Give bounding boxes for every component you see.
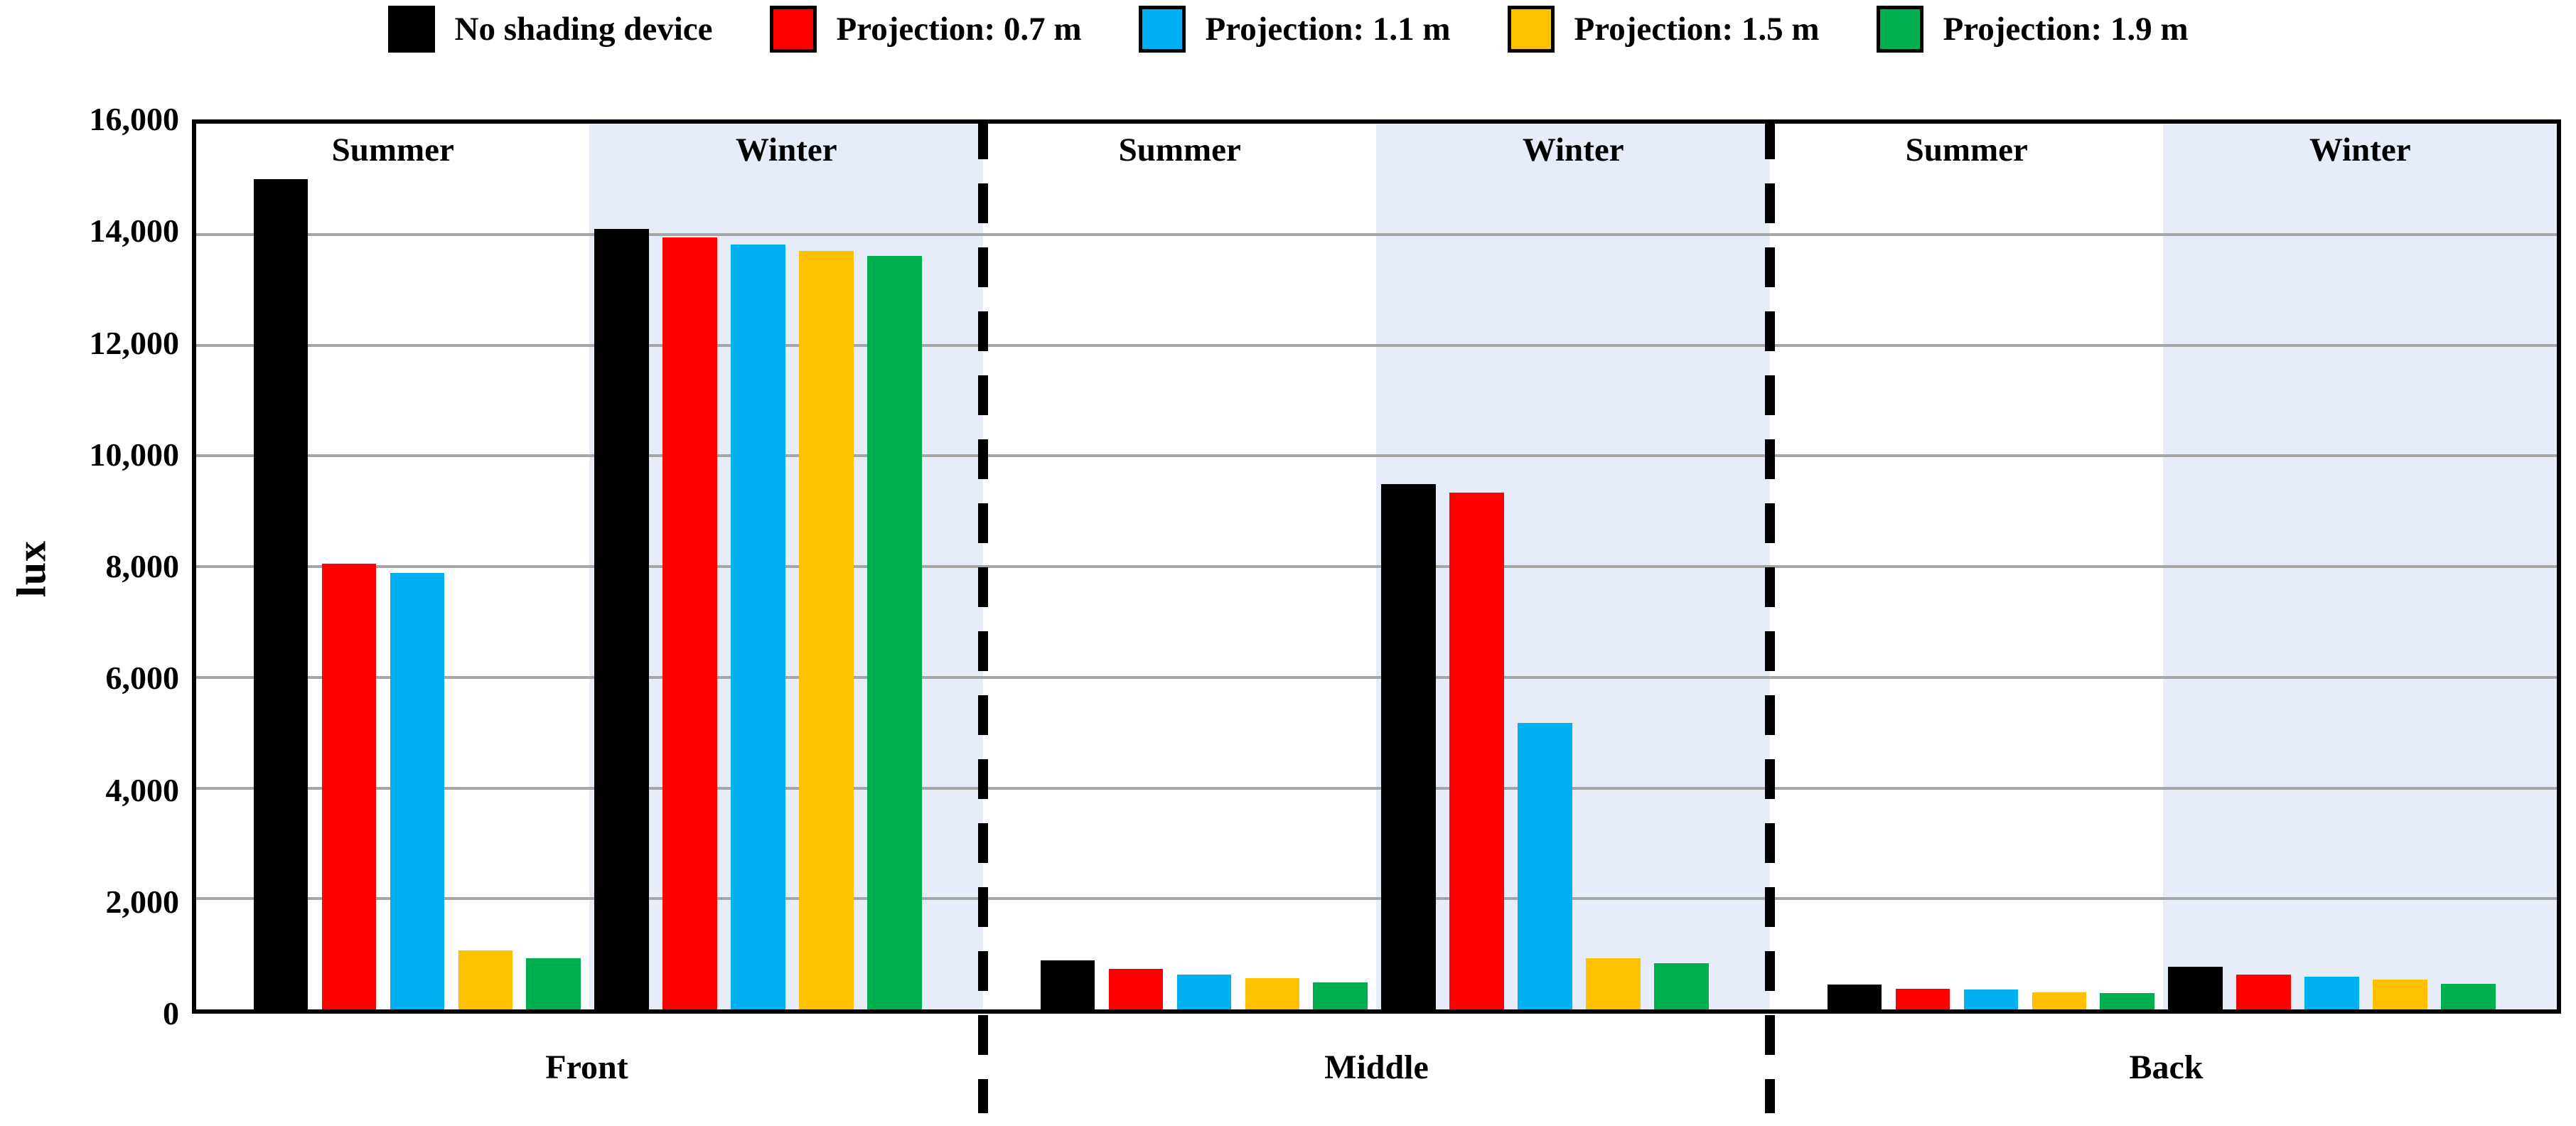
chart-legend: No shading device Projection: 0.7 m Projec… [0, 6, 2576, 53]
legend-item: Projection: 1.1 m [1138, 6, 1451, 53]
y-tick-label: 10,000 [89, 436, 180, 473]
legend-label: Projection: 0.7 m [836, 10, 1082, 48]
legend-label: Projection: 1.9 m [1943, 10, 2189, 48]
season-label: Winter [1522, 132, 1624, 168]
bar-front-summer-series5 [526, 958, 581, 1009]
legend-item: No shading device [387, 6, 713, 53]
bar-middle-winter-series2 [1449, 493, 1505, 1009]
bar-front-summer-series1 [253, 178, 308, 1009]
legend-item: Projection: 0.7 m [769, 6, 1082, 53]
category-label-back: Back [2129, 1049, 2204, 1086]
bar-back-winter-series5 [2441, 984, 2496, 1009]
bar-back-summer-series4 [2032, 992, 2087, 1009]
legend-item: Projection: 1.9 m [1876, 6, 2189, 53]
plot-area: Summer Winter Summer Winter Summer Winter [192, 119, 2561, 1113]
bar-back-winter-series1 [2168, 967, 2223, 1009]
y-tick-label: 6,000 [105, 660, 180, 697]
season-label: Summer [331, 132, 454, 168]
season-label: Summer [1118, 132, 1241, 168]
section-divider-dashed-line [977, 119, 988, 1113]
bar-front-winter-series3 [731, 244, 785, 1009]
legend-label: No shading device [454, 10, 713, 48]
y-tick-label: 12,000 [89, 324, 180, 361]
bar-middle-summer-series2 [1108, 969, 1164, 1009]
y-tick-label: 8,000 [105, 548, 180, 584]
bar-middle-summer-series3 [1176, 974, 1232, 1009]
season-label: Winter [2309, 132, 2411, 168]
bar-middle-winter-series3 [1518, 722, 1572, 1009]
bar-middle-winter-series5 [1654, 963, 1709, 1009]
gridline [196, 232, 2557, 236]
bar-front-winter-series4 [799, 251, 854, 1009]
legend-swatch-icon [387, 6, 435, 53]
gridline [196, 897, 2557, 901]
legend-item: Projection: 1.5 m [1507, 6, 1820, 53]
legend-label: Projection: 1.1 m [1205, 10, 1451, 48]
x-axis-category-labels: Front Middle Back [192, 1051, 2561, 1085]
bar-middle-summer-series1 [1040, 960, 1095, 1009]
gridline [196, 786, 2557, 790]
bar-front-winter-series2 [662, 237, 718, 1009]
y-tick-label: 16,000 [89, 101, 180, 137]
bar-back-summer-series2 [1895, 989, 1950, 1009]
y-tick-label: 14,000 [89, 213, 180, 250]
gridline [196, 675, 2557, 679]
season-label: Summer [1905, 132, 2028, 168]
bar-back-summer-series5 [2100, 993, 2155, 1009]
gridline [196, 565, 2557, 568]
legend-swatch-icon [769, 6, 817, 53]
bar-middle-summer-series5 [1313, 982, 1368, 1009]
bar-back-summer-series3 [1963, 990, 2019, 1009]
y-tick-label: 2,000 [105, 883, 180, 920]
bar-back-winter-series4 [2373, 979, 2427, 1009]
legend-swatch-icon [1876, 6, 1923, 53]
gridline [196, 454, 2557, 458]
bar-middle-winter-series4 [1586, 958, 1641, 1009]
legend-swatch-icon [1507, 6, 1555, 53]
bar-middle-winter-series1 [1381, 483, 1437, 1009]
bar-back-winter-series2 [2236, 974, 2292, 1009]
legend-swatch-icon [1138, 6, 1186, 53]
bar-front-winter-series5 [867, 256, 922, 1009]
y-tick-label: 0 [163, 995, 179, 1031]
bar-middle-summer-series4 [1245, 977, 1300, 1009]
category-label-middle: Middle [1324, 1049, 1429, 1086]
y-tick-label: 4,000 [105, 771, 180, 808]
bar-front-summer-series4 [458, 950, 513, 1009]
season-label: Winter [735, 132, 837, 168]
category-label-front: Front [545, 1049, 628, 1086]
bar-back-summer-series1 [1827, 984, 1882, 1009]
section-divider-dashed-line [1764, 119, 1775, 1113]
bar-front-summer-series2 [321, 564, 377, 1009]
bar-back-winter-series3 [2304, 977, 2359, 1009]
bar-front-winter-series1 [594, 228, 650, 1009]
gridline [196, 343, 2557, 347]
legend-label: Projection: 1.5 m [1574, 10, 1820, 48]
bar-front-summer-series3 [390, 573, 445, 1009]
